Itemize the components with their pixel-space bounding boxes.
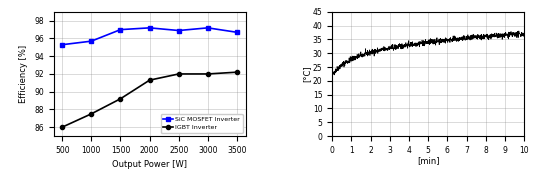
IGBT Inverter	[234, 71, 240, 73]
SiC MOSFET Inverter	[88, 40, 95, 42]
Legend: SiC MOSFET Inverter, IGBT Inverter: SiC MOSFET Inverter, IGBT Inverter	[161, 114, 242, 133]
SiC MOSFET Inverter	[175, 29, 182, 31]
SiC MOSFET Inverter	[117, 29, 124, 31]
SiC MOSFET Inverter	[234, 31, 240, 33]
Line: SiC MOSFET Inverter: SiC MOSFET Inverter	[60, 26, 239, 47]
SiC MOSFET Inverter	[147, 27, 153, 29]
IGBT Inverter	[88, 113, 95, 115]
X-axis label: [min]: [min]	[417, 156, 439, 165]
IGBT Inverter	[175, 73, 182, 75]
IGBT Inverter	[147, 79, 153, 81]
X-axis label: Output Power [W]: Output Power [W]	[112, 160, 187, 169]
SiC MOSFET Inverter	[59, 44, 65, 46]
IGBT Inverter	[117, 98, 124, 100]
IGBT Inverter	[204, 73, 211, 75]
IGBT Inverter	[59, 126, 65, 128]
Line: IGBT Inverter: IGBT Inverter	[60, 70, 239, 129]
Y-axis label: [°C]: [°C]	[302, 66, 311, 82]
SiC MOSFET Inverter	[204, 27, 211, 29]
Y-axis label: Efficiency [%]: Efficiency [%]	[19, 45, 28, 103]
